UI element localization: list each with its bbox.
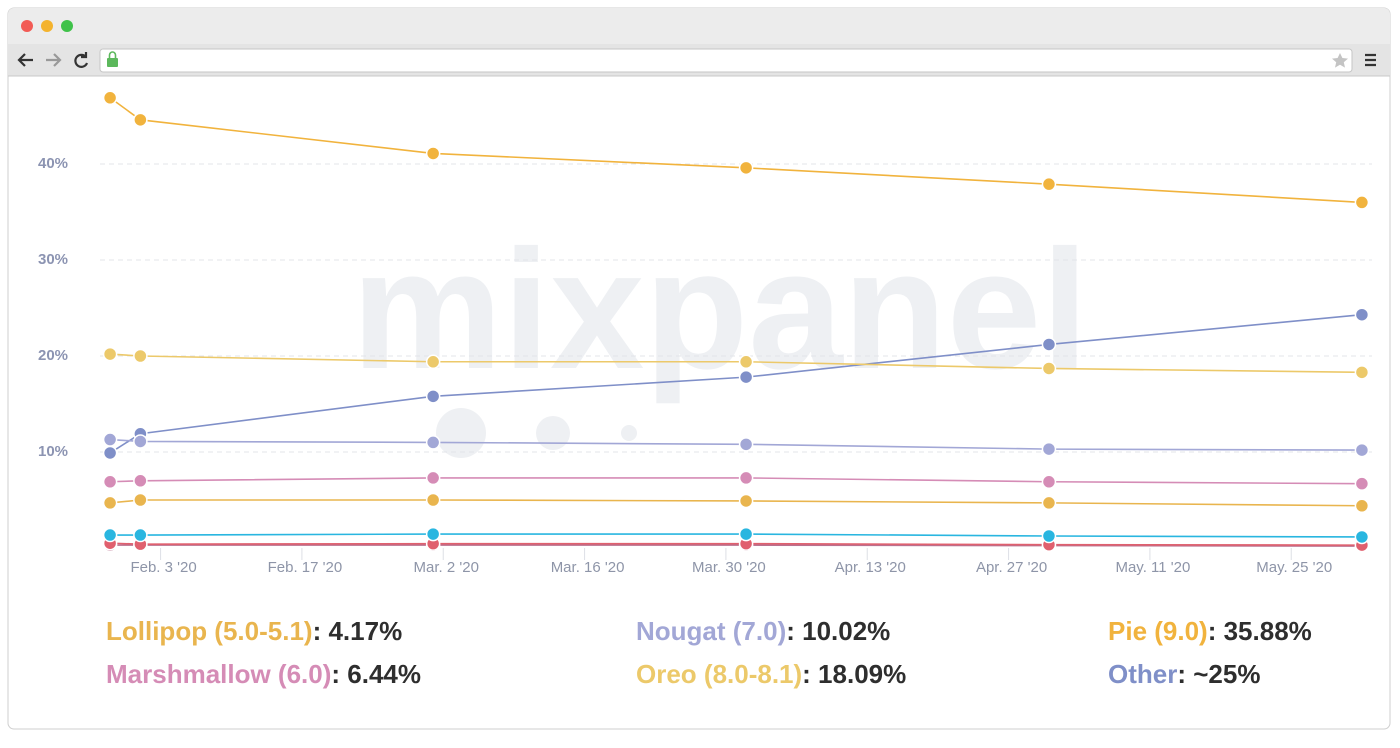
legend-entry: Lollipop (5.0-5.1): 4.17% — [106, 616, 402, 646]
legend-name: Nougat (7.0) — [636, 616, 786, 646]
legend-summary: : 6.44% — [331, 659, 421, 689]
y-tick-label: 30% — [38, 251, 68, 268]
x-tick-label: May. 11 '20 — [1115, 559, 1190, 576]
lock-icon — [107, 58, 118, 67]
data-point — [425, 354, 441, 370]
legend-name: Lollipop (5.0-5.1) — [106, 616, 313, 646]
data-point — [133, 348, 148, 364]
data-point — [133, 473, 148, 489]
data-point — [1041, 474, 1057, 490]
data-point — [425, 526, 441, 542]
data-point — [133, 527, 148, 543]
forward-button[interactable] — [46, 53, 62, 67]
legend-entry: Nougat (7.0): 10.02% — [636, 616, 890, 646]
x-tick-label: Mar. 16 '20 — [551, 559, 625, 576]
lock-shackle — [108, 51, 117, 58]
data-point — [102, 495, 118, 511]
data-point — [1041, 337, 1057, 352]
data-point — [738, 437, 754, 452]
x-tick-label: Mar. 30 '20 — [692, 559, 766, 576]
x-tick-label: Apr. 27 '20 — [976, 559, 1047, 576]
watermark-dot — [536, 416, 570, 450]
data-point — [1354, 476, 1370, 491]
minimize-button[interactable] — [41, 20, 53, 32]
data-point — [1354, 529, 1370, 545]
data-point — [425, 389, 441, 404]
legend-name: Oreo (8.0-8.1) — [636, 659, 802, 689]
legend-summary: : ~25% — [1177, 659, 1260, 689]
legend-name: Other — [1108, 659, 1177, 689]
reload-button[interactable] — [74, 52, 89, 68]
data-point — [102, 90, 118, 106]
data-point — [425, 146, 441, 161]
x-tick-label: Mar. 2 '20 — [414, 559, 479, 576]
title-bar — [8, 8, 1390, 44]
legend-summary: : 4.17% — [313, 616, 403, 646]
data-point — [1041, 361, 1057, 376]
legend-summary: : 18.09% — [802, 659, 906, 689]
legend-name: Pie (9.0) — [1108, 616, 1208, 646]
close-button[interactable] — [21, 20, 33, 32]
data-point — [1354, 442, 1370, 458]
legend-name: Marshmallow (6.0) — [106, 659, 331, 689]
watermark: mixpanel — [352, 215, 1089, 458]
data-point — [102, 445, 118, 461]
data-point — [738, 493, 754, 509]
legend-entry: Marshmallow (6.0): 6.44% — [106, 659, 421, 689]
data-point — [133, 434, 148, 449]
data-point — [1041, 528, 1057, 544]
data-point — [1354, 307, 1370, 322]
x-tick-label: Feb. 3 '20 — [130, 559, 196, 576]
data-point — [133, 112, 148, 128]
legend-summary: : 10.02% — [786, 616, 890, 646]
address-bar[interactable] — [99, 48, 1353, 73]
bookmark-star[interactable] — [1332, 53, 1348, 68]
data-point — [1354, 195, 1370, 210]
legend-entry: Oreo (8.0-8.1): 18.09% — [636, 659, 906, 689]
y-tick-label: 10% — [38, 443, 68, 460]
legend-entry: Other: ~25% — [1108, 659, 1260, 689]
data-point — [738, 526, 754, 542]
data-point — [738, 470, 754, 486]
data-point — [425, 492, 441, 508]
data-point — [1041, 495, 1057, 511]
x-tick-label: Feb. 17 '20 — [268, 559, 343, 576]
data-point — [1041, 441, 1057, 457]
data-point — [1354, 498, 1370, 514]
data-point — [738, 160, 754, 176]
data-point — [425, 470, 441, 486]
y-tick-label: 40% — [38, 155, 68, 172]
maximize-button[interactable] — [61, 20, 73, 32]
data-point — [425, 435, 441, 450]
back-button[interactable] — [17, 53, 33, 67]
watermark-dot — [621, 425, 637, 441]
data-point — [102, 432, 118, 447]
data-point — [738, 369, 754, 385]
data-point — [102, 346, 118, 362]
menu-button[interactable] — [1365, 53, 1376, 67]
watermark-dot — [436, 408, 486, 458]
data-point — [133, 492, 148, 508]
legend-entry: Pie (9.0): 35.88% — [1108, 616, 1312, 646]
x-tick-label: Apr. 13 '20 — [835, 559, 906, 576]
data-point — [102, 474, 118, 490]
legend-summary: : 35.88% — [1208, 616, 1312, 646]
y-tick-label: 20% — [38, 347, 68, 364]
watermark-text: mixpanel — [352, 215, 1089, 405]
data-point — [102, 527, 118, 543]
x-tick-label: May. 25 '20 — [1256, 559, 1332, 576]
data-point — [1354, 365, 1370, 380]
data-point — [1041, 176, 1057, 192]
data-point — [738, 354, 754, 370]
